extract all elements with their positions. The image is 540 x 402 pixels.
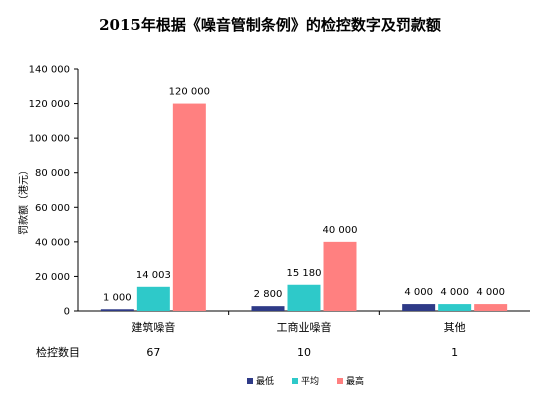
data-labels: 1 000 14 003 120 000 2 800 15 180 40 000 4 000… [103, 87, 505, 304]
prosecution-row-label: 检控数目 [36, 345, 80, 359]
bar [251, 306, 285, 311]
y-axis-label: 罚款额（港元） [17, 165, 30, 235]
data-label: 1 000 [103, 292, 132, 303]
legend-label: 最低 [256, 375, 274, 387]
data-label: 4 000 [404, 287, 433, 298]
y-tick-label: 80 000 [35, 168, 70, 179]
data-label: 15 180 [287, 268, 322, 279]
y-axis-ticks: 0 20 000 40 000 60 000 80 000 100 000 120 000 1… [29, 65, 78, 318]
legend-swatch [337, 378, 343, 384]
chart-title: 2015年根据《噪音管制条例》的检控数字及罚款额 [99, 16, 441, 34]
prosecution-count-row: 67 10 1 检控数目 [36, 345, 458, 359]
legend-label: 平均 [301, 375, 319, 387]
legend-swatch [247, 378, 253, 384]
data-label: 120 000 [169, 87, 210, 98]
y-tick-label: 0 [64, 307, 70, 318]
y-tick-label: 120 000 [29, 99, 70, 110]
y-tick-label: 100 000 [29, 134, 70, 145]
category-label: 建筑噪音 [131, 320, 175, 334]
category-labels: 建筑噪音 工商业噪音 其他 [131, 320, 465, 334]
y-tick-label: 20 000 [35, 272, 70, 283]
bar [438, 304, 472, 311]
bar [172, 103, 206, 311]
y-tick-label: 60 000 [35, 203, 70, 214]
legend-label: 最高 [346, 375, 364, 387]
data-label: 4 000 [440, 287, 469, 298]
legend-swatch [292, 378, 298, 384]
y-tick-label: 140 000 [29, 65, 70, 76]
data-label: 40 000 [323, 225, 358, 236]
bar [100, 309, 134, 311]
data-label: 14 003 [136, 270, 171, 281]
category-label: 工商业噪音 [277, 320, 332, 334]
prosecution-count: 67 [146, 346, 160, 359]
bar [323, 241, 357, 311]
bars [100, 103, 508, 311]
bar [136, 286, 170, 311]
bar [402, 304, 436, 311]
prosecution-count: 10 [297, 346, 311, 359]
legend: 最低 平均 最高 [247, 375, 364, 387]
prosecution-count: 1 [451, 346, 458, 359]
category-label: 其他 [444, 321, 466, 334]
y-tick-label: 40 000 [35, 237, 70, 248]
bar [287, 284, 321, 311]
data-label: 4 000 [476, 287, 505, 298]
bar [474, 304, 508, 311]
data-label: 2 800 [254, 289, 283, 300]
